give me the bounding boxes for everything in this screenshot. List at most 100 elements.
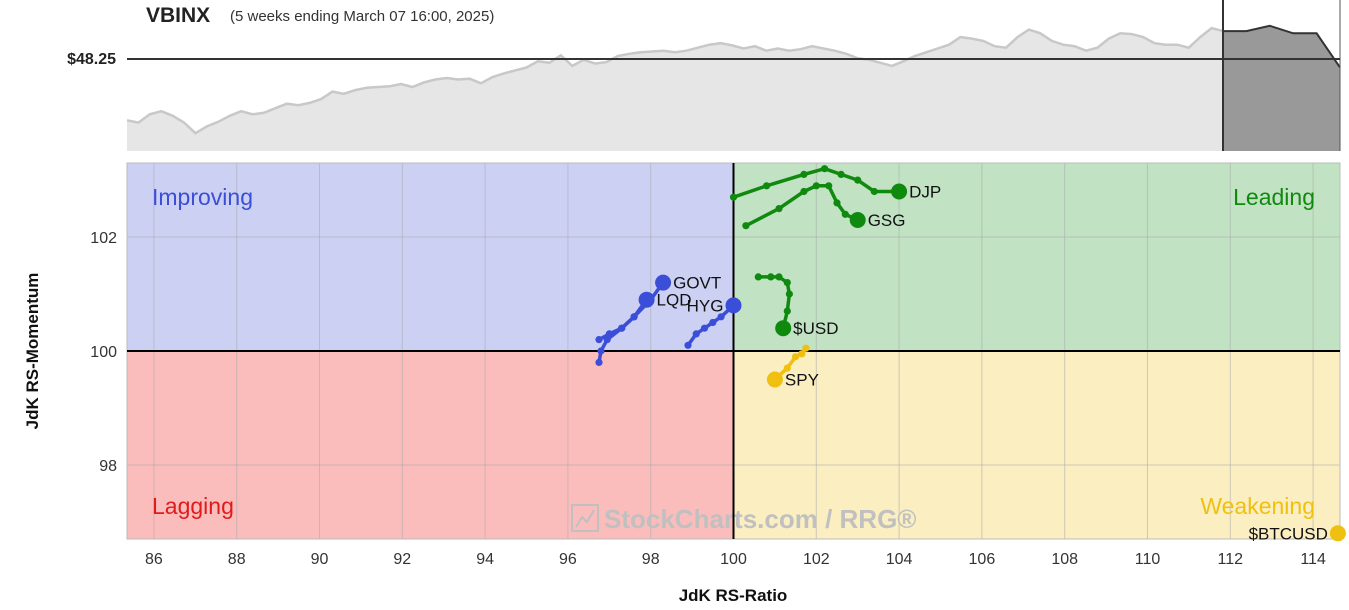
quadrant-labels: Improving Leading Lagging Weakening: [152, 184, 1315, 519]
tail-point[interactable]: [775, 273, 783, 281]
tail-head-gsg[interactable]: [849, 212, 866, 228]
x-tick-label: 96: [559, 551, 577, 568]
quadrant-weakening: [733, 351, 1340, 539]
symbol-label-djp: DJP: [909, 182, 941, 201]
y-axis-label: JdK RS-Momentum: [23, 273, 42, 430]
x-axis-label: JdK RS-Ratio: [679, 586, 788, 605]
price-line: [126, 26, 1224, 135]
chart-title: VBINX: [146, 4, 210, 27]
tail-point[interactable]: [684, 341, 692, 349]
tail-point[interactable]: [841, 210, 849, 218]
tail-head-btcusd[interactable]: [1329, 525, 1346, 542]
tail-point[interactable]: [854, 176, 862, 184]
quadrant-label-lagging: Lagging: [152, 493, 234, 519]
watermark-trend-icon: [575, 509, 595, 528]
price-projection-line: [1223, 24, 1341, 68]
tail-lqd[interactable]: LQD: [595, 291, 692, 366]
tail-spy[interactable]: SPY: [766, 344, 819, 390]
tail-point[interactable]: [870, 187, 878, 196]
center-lines: [127, 163, 1340, 539]
tail-point[interactable]: [754, 273, 762, 281]
tail-point[interactable]: [837, 170, 845, 178]
x-tick-label: 108: [1051, 551, 1078, 568]
y-tick-label: 98: [99, 458, 117, 475]
tail-gsg[interactable]: GSG: [742, 182, 905, 230]
x-tick-label: 102: [803, 551, 830, 568]
tail-point[interactable]: [692, 330, 700, 338]
tail-point[interactable]: [595, 358, 603, 366]
x-tick-label: 106: [969, 551, 996, 568]
tail-point[interactable]: [802, 344, 810, 352]
watermark-text: StockCharts.com / RRG®: [604, 504, 916, 534]
tail-point[interactable]: [783, 364, 791, 372]
tail-head-usd[interactable]: [775, 320, 792, 337]
chart-subtitle: (5 weeks ending March 07 16:00, 2025): [230, 8, 494, 25]
price-projection-area: [1223, 25, 1340, 151]
tail-point[interactable]: [821, 165, 829, 173]
symbol-label-gsg: GSG: [868, 211, 906, 230]
tail-point[interactable]: [763, 182, 771, 190]
quadrant-lagging: [127, 351, 734, 539]
x-tick-label: 100: [720, 551, 747, 568]
tail-point[interactable]: [595, 336, 603, 344]
symbol-label-lqd: LQD: [657, 291, 692, 310]
tail-hyg[interactable]: HYG: [684, 296, 742, 349]
tail-head-govt[interactable]: [655, 274, 672, 291]
tail-point[interactable]: [775, 205, 783, 213]
tail-point[interactable]: [833, 199, 841, 207]
tail-btcusd[interactable]: $BTCUSD: [1249, 524, 1346, 543]
tail-head-spy[interactable]: [766, 371, 783, 388]
tail-point[interactable]: [729, 193, 738, 201]
tail-point[interactable]: [812, 182, 820, 190]
y-axis-ticks: 98 100 102: [90, 230, 117, 475]
price-label: $48.25: [67, 51, 116, 68]
x-tick-label: 114: [1300, 551, 1326, 568]
quadrant-label-leading: Leading: [1233, 184, 1315, 210]
tail-head-lqd[interactable]: [638, 291, 655, 308]
tail-point[interactable]: [792, 353, 800, 361]
price-area: [127, 28, 1223, 152]
symbol-label-usd: $USD: [793, 319, 838, 338]
tail-head-djp[interactable]: [891, 183, 908, 200]
tail-head-hyg[interactable]: [725, 297, 742, 314]
y-tick-label: 102: [90, 230, 117, 247]
tail-point[interactable]: [800, 187, 808, 196]
x-tick-label: 88: [228, 551, 246, 568]
x-axis-ticks: 86 88 90 92 94 96 98 100 102 104 106 108 110 112 114: [145, 551, 1326, 568]
tail-point[interactable]: [825, 182, 833, 190]
symbol-label-btcusd: $BTCUSD: [1249, 524, 1328, 543]
x-tick-label: 92: [393, 551, 411, 568]
tail-point[interactable]: [709, 318, 717, 327]
symbol-label-govt: GOVT: [673, 274, 721, 293]
tail-point[interactable]: [700, 324, 709, 332]
tail-point[interactable]: [785, 290, 794, 298]
symbol-label-hyg: HYG: [687, 296, 724, 315]
price-panel: [126, 0, 1341, 152]
tail-djp[interactable]: DJP: [729, 165, 941, 201]
tail-point[interactable]: [717, 313, 725, 321]
tail-point[interactable]: [630, 313, 638, 321]
tail-point[interactable]: [783, 279, 791, 287]
tail-point[interactable]: [767, 273, 775, 281]
x-tick-label: 94: [476, 551, 494, 568]
tail-point[interactable]: [742, 222, 750, 230]
symbol-label-spy: SPY: [785, 370, 819, 389]
x-tick-label: 90: [311, 551, 329, 568]
tail-point[interactable]: [603, 336, 611, 344]
quadrant-label-weakening: Weakening: [1200, 493, 1315, 519]
x-tick-label: 86: [145, 551, 163, 568]
quadrant-label-improving: Improving: [152, 184, 253, 210]
tail-point[interactable]: [783, 307, 791, 315]
x-tick-label: 112: [1218, 551, 1244, 568]
x-tick-label: 110: [1135, 551, 1161, 568]
tail-point[interactable]: [800, 170, 808, 178]
tail-point[interactable]: [618, 324, 626, 332]
watermark: StockCharts.com / RRG®: [571, 504, 916, 534]
x-tick-label: 98: [642, 551, 660, 568]
tail-point[interactable]: [597, 347, 605, 355]
tail-point[interactable]: [798, 350, 806, 358]
tail-usd[interactable]: $USD: [754, 273, 839, 338]
x-tick-label: 104: [886, 551, 913, 568]
